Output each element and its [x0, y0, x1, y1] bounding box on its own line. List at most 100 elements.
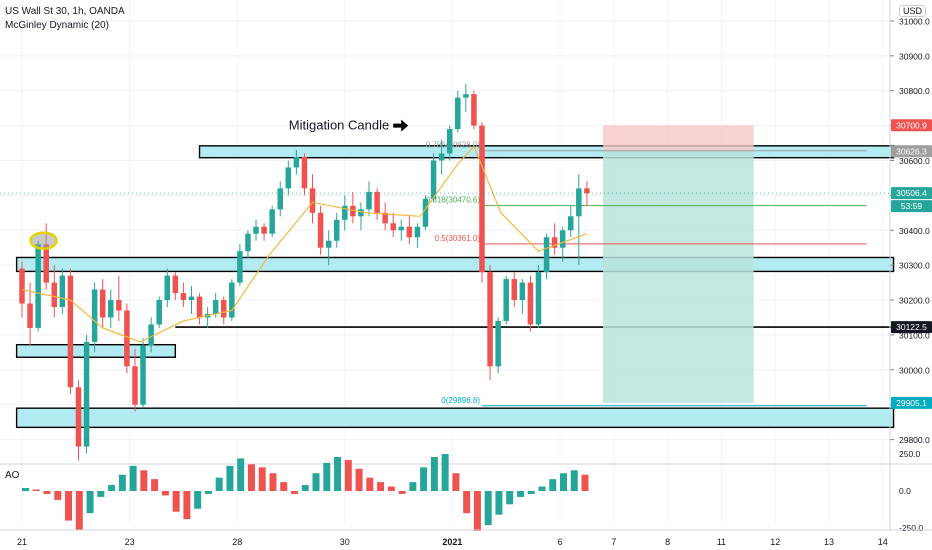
ao-bar — [377, 482, 385, 491]
ao-bar — [441, 454, 449, 491]
ao-bar — [463, 491, 471, 514]
candle-body — [91, 289, 98, 342]
fib-label: 0.786(30628.0) — [426, 141, 481, 150]
candle-body — [495, 320, 501, 367]
candle-body — [221, 300, 227, 318]
ao-bar — [323, 462, 331, 491]
candle-body — [503, 279, 509, 321]
annotations: Mitigation Candle — [29, 118, 409, 250]
price-tag-text: 30700.9 — [896, 120, 927, 130]
y-tick-label: 30300.0 — [899, 261, 930, 271]
candle-body — [212, 300, 219, 314]
ao-bar — [301, 485, 309, 491]
price-tag-text: 30626.3 — [896, 146, 927, 156]
x-tick-label: 23 — [125, 537, 135, 547]
candle-body — [358, 209, 364, 217]
candle-body — [51, 282, 58, 308]
candle-body — [188, 296, 195, 301]
candle-body — [156, 300, 162, 325]
oscillator-title[interactable]: AO — [5, 470, 20, 481]
ao-bar — [269, 473, 277, 491]
candle-body — [511, 279, 518, 301]
candle-body — [108, 300, 114, 318]
candle-body — [576, 188, 582, 217]
candle-body — [455, 97, 461, 130]
ao-bar — [420, 467, 428, 491]
ao-tick-label: -250.0 — [899, 523, 923, 533]
ao-bar — [151, 479, 159, 491]
candle-body — [584, 188, 590, 194]
ao-bar — [183, 491, 191, 520]
x-tick-label: 30 — [340, 537, 350, 547]
ao-bar — [43, 491, 51, 494]
short-position-tool[interactable] — [603, 125, 754, 403]
candle-body — [382, 212, 388, 224]
candle-body — [543, 237, 550, 273]
ao-bar — [560, 473, 567, 491]
ao-bar — [215, 477, 223, 491]
candle-body — [446, 129, 453, 154]
y-tick-label: 31000.0 — [899, 16, 930, 26]
ao-tick-label: 0.0 — [899, 486, 911, 496]
candle-body — [390, 223, 396, 231]
candle-body — [27, 303, 33, 328]
candle-body — [463, 94, 469, 98]
candle-body — [43, 244, 49, 283]
indicator-title[interactable]: McGinley Dynamic (20) — [5, 20, 109, 31]
price-tag-bg — [891, 396, 932, 409]
ao-bar — [172, 491, 180, 512]
y-tick-label: 30900.0 — [899, 51, 930, 61]
fibonacci-retracement[interactable]: 0.786(30628.0) 0.618(30470.6) 0.5(30361.0)… — [426, 141, 867, 407]
ao-bar — [387, 486, 395, 491]
ao-bar — [204, 491, 212, 494]
zone-box — [198, 145, 895, 159]
price-tag-bg — [891, 321, 932, 334]
price-tag-text: 30506.4 — [896, 188, 927, 198]
price-axis[interactable]: 29800.029900.030000.030100.030200.030300… — [889, 0, 930, 533]
candle-body — [285, 167, 292, 189]
take-profit-area — [603, 151, 754, 403]
ao-bar — [506, 491, 514, 505]
candle-body — [301, 156, 308, 189]
candle-body — [333, 219, 340, 241]
candle-body — [59, 275, 66, 308]
candle-body — [398, 226, 405, 231]
symbol-title[interactable]: US Wall St 30, 1h, OANDA — [5, 6, 125, 17]
x-tick-label: 8 — [665, 537, 670, 547]
candle-body — [229, 282, 235, 318]
fib-label: 0.5(30361.0) — [435, 234, 481, 243]
ao-bar — [140, 470, 148, 491]
candle-body — [35, 244, 41, 328]
ao-bar — [161, 491, 169, 496]
x-tick-label: 2021 — [442, 537, 462, 547]
candle-body — [551, 237, 558, 248]
candle-body — [293, 156, 300, 168]
price-tag-bg — [891, 145, 932, 158]
ao-bar — [75, 491, 83, 530]
zone-box — [15, 256, 895, 273]
ao-bar — [54, 491, 62, 500]
ao-bar — [484, 491, 492, 526]
y-tick-label: 30000.0 — [899, 365, 930, 375]
ao-bar — [65, 491, 73, 521]
candle-body — [75, 387, 82, 447]
ao-bar — [538, 486, 546, 491]
ao-bar — [247, 464, 255, 491]
candle-body — [535, 272, 542, 325]
price-tag-text: 53:59 — [901, 201, 923, 211]
ao-bar — [527, 491, 535, 494]
candle-body — [374, 191, 380, 213]
supply-demand-zones[interactable] — [15, 145, 895, 429]
mcginley-dynamic-line — [21, 145, 588, 343]
ao-bar — [549, 479, 557, 491]
ao-bar — [452, 473, 460, 491]
currency-badge[interactable]: USD — [898, 5, 926, 17]
ao-tick-label: 250.0 — [899, 449, 921, 459]
ao-bar — [581, 474, 589, 491]
awesome-oscillator-pane — [22, 454, 589, 531]
time-axis[interactable]: 21 23 28 30 2021 6 7 8 11 12 13 14 — [0, 529, 932, 547]
candle-body — [277, 188, 283, 210]
candle-body — [132, 366, 138, 405]
candle-body — [140, 345, 146, 405]
